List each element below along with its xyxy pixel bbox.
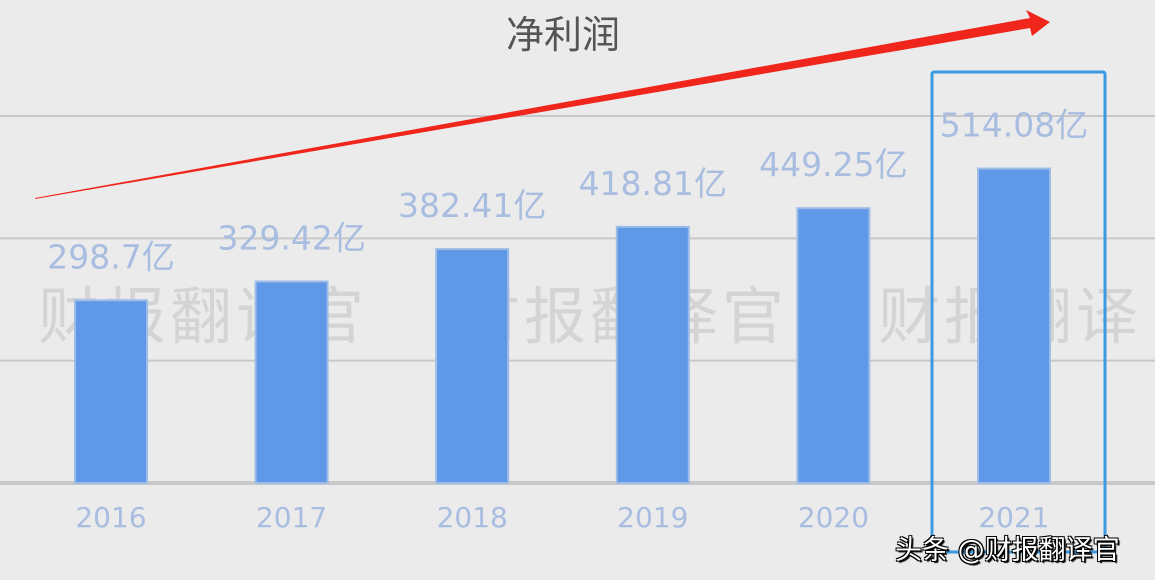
x-tick-label: 2019: [617, 501, 688, 534]
bar-2019: [615, 225, 690, 484]
x-tick-label: 2017: [256, 501, 327, 534]
bar-2021: [977, 167, 1051, 484]
data-label-2017: 329.42亿: [217, 219, 365, 258]
trend-arrow: [35, 10, 1050, 199]
bar-2018: [435, 248, 510, 484]
chart-title: 净利润: [506, 13, 620, 57]
data-label-2020: 449.25亿: [759, 145, 907, 184]
bar-2016: [74, 299, 148, 484]
bar-2020: [796, 207, 871, 485]
data-label-2021: 514.08亿: [940, 106, 1088, 145]
data-label-2016: 298.7亿: [47, 237, 174, 276]
x-tick-label: 2020: [798, 501, 869, 534]
x-tick-label: 2016: [75, 501, 146, 534]
x-tick-label: 2018: [437, 501, 508, 534]
data-label-2019: 418.81亿: [579, 164, 727, 203]
data-label-2018: 382.41亿: [398, 186, 546, 225]
x-tick-label: 2021: [978, 501, 1049, 534]
bar-2017: [254, 280, 329, 484]
highlight-box: [930, 70, 1107, 554]
footer-watermark: 头条 @财报翻译官: [895, 535, 1120, 566]
